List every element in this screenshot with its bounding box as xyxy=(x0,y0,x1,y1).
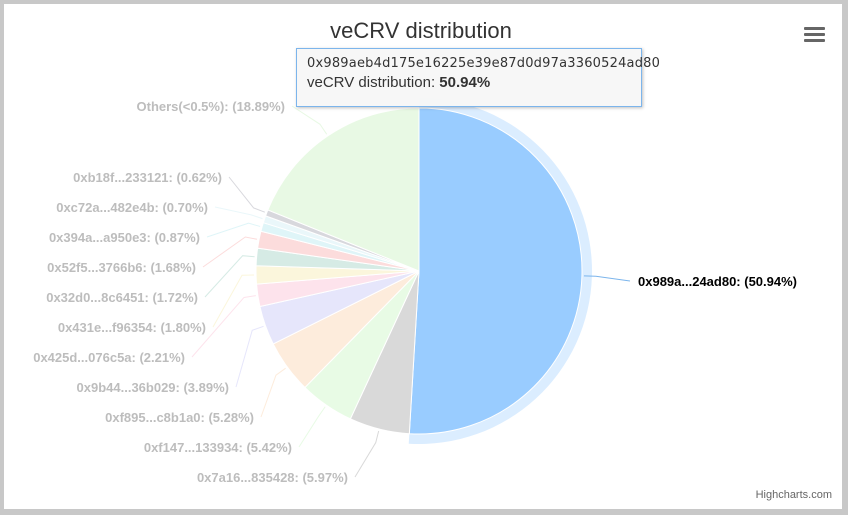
connector-slice-0x431e-f96354 xyxy=(212,274,255,328)
chart-title: veCRV distribution xyxy=(330,18,512,43)
data-label-slice-0x7a16-835428: 0x7a16...835428: (5.97%) xyxy=(197,470,348,485)
tooltip-value-line: veCRV distribution: 50.94% xyxy=(307,74,491,91)
chart-container: 0x989a...24ad80: (50.94%) 0x7a16...835428… xyxy=(4,4,842,509)
connector-slice-0x32d0-8c6451 xyxy=(204,255,255,298)
connector-slice-0x7a16-835428 xyxy=(354,430,380,478)
tooltip-series-name: veCRV distribution xyxy=(307,74,431,91)
tooltip-value: 50.94% xyxy=(439,74,491,91)
data-label-slice-0xc72a-482e4b: 0xc72a...482e4b: (0.70%) xyxy=(56,200,208,215)
data-label-slice-0x394a-a950e3: 0x394a...a950e3: (0.87%) xyxy=(49,230,200,245)
slice-others-0-5[interactable] xyxy=(267,107,420,272)
connector-slice-0x52f5-3766b6 xyxy=(202,236,258,268)
slice-0x989a-24ad80[interactable] xyxy=(408,107,583,435)
data-label-slice-0x431e-f96354: 0x431e...f96354: (1.80%) xyxy=(58,320,206,335)
credits-link[interactable]: Highcharts.com xyxy=(755,489,832,501)
connector-slice-0x425d-076c5a xyxy=(191,295,256,358)
data-label-slice-0x9b44-36b029: 0x9b44...36b029: (3.89%) xyxy=(77,380,229,395)
context-menu-icon[interactable] xyxy=(802,24,826,46)
connector-slice-0xf895-c8b1a0 xyxy=(260,367,286,418)
connector-slice-0x989a-24ad80 xyxy=(583,275,631,282)
data-label-slice-others-0-5: Others(<0.5%): (18.89%) xyxy=(137,99,285,114)
data-label-slice-0x989a-24ad80: 0x989a...24ad80: (50.94%) xyxy=(638,274,797,289)
connector-slice-0xc72a-482e4b xyxy=(214,206,263,220)
connector-slice-0x394a-a950e3 xyxy=(206,222,261,238)
pie-chart: 0x989a...24ad80: (50.94%) 0x7a16...835428… xyxy=(33,98,797,485)
data-label-slice-0x32d0-8c6451: 0x32d0...8c6451: (1.72%) xyxy=(46,290,198,305)
connector-slice-0xb18f-233121 xyxy=(228,176,266,213)
connector-slice-0x9b44-36b029 xyxy=(235,325,264,388)
connector-slice-others-0-5 xyxy=(291,105,328,135)
data-label-slice-0xb18f-233121: 0xb18f...233121: (0.62%) xyxy=(73,170,222,185)
connector-slice-0xf147-133934 xyxy=(298,406,326,448)
tooltip-address: 0x989aeb4d175e16225e39e87d0d97a3360524ad… xyxy=(307,56,661,71)
data-label-slice-0x52f5-3766b6: 0x52f5...3766b6: (1.68%) xyxy=(47,260,196,275)
data-label-slice-0xf895-c8b1a0: 0xf895...c8b1a0: (5.28%) xyxy=(105,410,254,425)
tooltip: 0x989aeb4d175e16225e39e87d0d97a3360524ad… xyxy=(296,48,661,107)
data-label-slice-0xf147-133934: 0xf147...133934: (5.42%) xyxy=(144,440,292,455)
data-label-slice-0x425d-076c5a: 0x425d...076c5a: (2.21%) xyxy=(33,350,185,365)
